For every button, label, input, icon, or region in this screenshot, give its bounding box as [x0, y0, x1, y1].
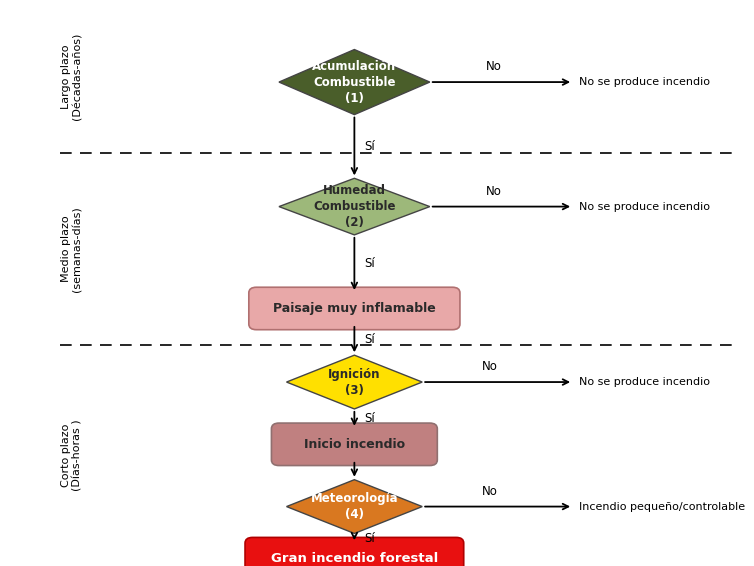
Text: Gran incendio forestal: Gran incendio forestal	[271, 552, 438, 565]
FancyBboxPatch shape	[249, 288, 460, 329]
Text: Medio plazo
(semanas-días): Medio plazo (semanas-días)	[61, 206, 82, 292]
Text: Ignición
(3): Ignición (3)	[328, 367, 381, 397]
Text: Sí: Sí	[364, 258, 375, 271]
Text: Corto plazo
(Días-horas ): Corto plazo (Días-horas )	[61, 420, 82, 491]
Text: Inicio incendio: Inicio incendio	[304, 438, 405, 451]
Text: Sí: Sí	[364, 333, 375, 346]
Polygon shape	[279, 50, 430, 114]
Text: Sí: Sí	[364, 413, 375, 425]
FancyBboxPatch shape	[271, 423, 437, 465]
Text: Paisaje muy inflamable: Paisaje muy inflamable	[273, 302, 436, 315]
Text: Humedad
Combustible
(2): Humedad Combustible (2)	[313, 184, 396, 229]
Text: Incendio pequeño/controlable: Incendio pequeño/controlable	[579, 501, 745, 512]
Text: No: No	[482, 360, 498, 373]
Text: Meteorología
(4): Meteorología (4)	[311, 492, 398, 521]
Polygon shape	[279, 178, 430, 235]
Text: No: No	[486, 185, 502, 198]
Text: Sí: Sí	[364, 532, 375, 544]
Text: No se produce incendio: No se produce incendio	[579, 201, 710, 212]
Text: Acumulación
Combustible
(1): Acumulación Combustible (1)	[312, 59, 397, 105]
Text: No se produce incendio: No se produce incendio	[579, 77, 710, 87]
FancyBboxPatch shape	[245, 538, 464, 566]
Text: Sí: Sí	[364, 140, 375, 153]
Polygon shape	[287, 480, 422, 533]
Text: No: No	[482, 484, 498, 498]
Text: Largo plazo
(Décadas-años): Largo plazo (Décadas-años)	[61, 33, 82, 120]
Polygon shape	[287, 355, 422, 409]
Text: No: No	[486, 60, 502, 73]
Text: No se produce incendio: No se produce incendio	[579, 377, 710, 387]
